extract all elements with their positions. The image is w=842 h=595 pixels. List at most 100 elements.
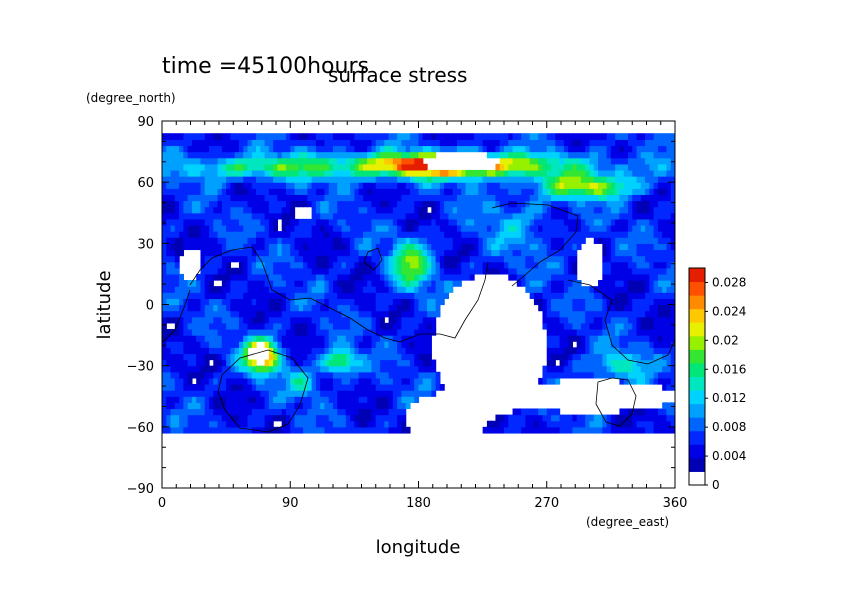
field-cell — [533, 408, 539, 416]
field-cell — [645, 157, 650, 165]
field-cell — [538, 194, 544, 202]
field-cell — [285, 273, 291, 281]
field-cell — [166, 420, 172, 428]
field-cell — [341, 206, 347, 214]
field-cell — [251, 218, 257, 226]
field-cell — [230, 359, 236, 367]
field-cell — [311, 408, 317, 416]
field-cell — [401, 408, 407, 416]
field-cell — [546, 169, 552, 177]
field-cell — [358, 304, 364, 312]
field-cell — [350, 408, 355, 416]
field-cell — [294, 176, 300, 183]
field-cell — [307, 420, 313, 428]
field-cell — [388, 377, 394, 385]
field-cell — [200, 286, 206, 293]
field-cell — [422, 365, 428, 373]
field-cell — [187, 206, 193, 214]
field-cell — [384, 176, 390, 183]
field-cell — [264, 163, 270, 171]
field-cell — [341, 212, 347, 220]
field-cell — [251, 157, 257, 165]
field-cell — [670, 273, 675, 281]
field-cell — [221, 408, 227, 416]
field-cell — [456, 176, 462, 183]
field-cell — [367, 267, 373, 275]
field-cell — [196, 243, 202, 251]
field-cell — [273, 328, 279, 336]
field-cell — [640, 286, 646, 293]
field-cell — [615, 200, 621, 208]
field-cell — [563, 353, 569, 361]
field-cell — [619, 335, 625, 342]
field-cell — [247, 402, 253, 410]
field-cell — [294, 347, 300, 355]
field-cell — [243, 182, 249, 189]
field-cell — [179, 304, 184, 312]
field-cell — [418, 139, 424, 147]
field-cell — [482, 255, 488, 263]
field-cell — [367, 316, 373, 324]
field-cell — [251, 237, 257, 244]
field-cell — [183, 347, 189, 355]
field-cell — [166, 261, 172, 269]
field-cell — [401, 341, 407, 348]
field-cell — [204, 371, 210, 379]
field-cell — [670, 280, 675, 287]
field-cell — [251, 224, 257, 232]
field-cell — [593, 176, 599, 183]
field-cell — [204, 390, 210, 397]
field-cell — [311, 328, 317, 336]
field-cell — [657, 249, 663, 257]
field-cell — [422, 200, 428, 208]
field-cell — [217, 316, 223, 324]
field-cell — [238, 151, 244, 159]
field-cell — [166, 163, 172, 171]
field-cell — [657, 328, 663, 336]
field-cell — [401, 316, 407, 324]
field-cell — [371, 231, 377, 238]
field-cell — [380, 377, 385, 385]
field-cell — [491, 151, 497, 159]
field-cell — [345, 267, 351, 275]
field-cell — [563, 316, 569, 324]
field-cell — [256, 377, 261, 385]
field-cell — [341, 426, 347, 434]
field-cell — [469, 224, 475, 232]
field-cell — [435, 292, 441, 299]
field-cell — [256, 286, 261, 293]
field-cell — [350, 384, 355, 391]
field-cell — [303, 414, 308, 422]
field-cell — [251, 133, 257, 140]
field-cell — [491, 169, 497, 177]
field-cell — [444, 182, 450, 189]
field-cell — [162, 273, 167, 281]
field-cell — [256, 335, 261, 342]
field-cell — [593, 365, 599, 373]
field-cell — [320, 390, 326, 397]
field-cell — [645, 237, 650, 244]
field-cell — [653, 212, 659, 220]
field-cell — [170, 243, 176, 251]
field-cell — [640, 267, 646, 275]
field-cell — [388, 420, 394, 428]
field-cell — [333, 316, 338, 324]
field-cell — [375, 194, 381, 202]
field-cell — [294, 157, 300, 165]
field-cell — [380, 341, 385, 348]
field-cell — [662, 426, 668, 434]
field-cell — [546, 255, 552, 263]
field-cell — [645, 176, 650, 183]
field-cell — [670, 188, 675, 195]
field-cell — [615, 286, 621, 293]
field-cell — [538, 188, 544, 195]
field-cell — [226, 316, 232, 324]
field-cell — [268, 328, 274, 336]
field-cell — [397, 286, 402, 293]
field-cell — [542, 426, 548, 434]
field-cell — [666, 341, 672, 348]
field-cell — [350, 414, 355, 422]
field-cell — [645, 371, 650, 379]
field-cell — [551, 255, 556, 263]
field-cell — [670, 371, 675, 379]
